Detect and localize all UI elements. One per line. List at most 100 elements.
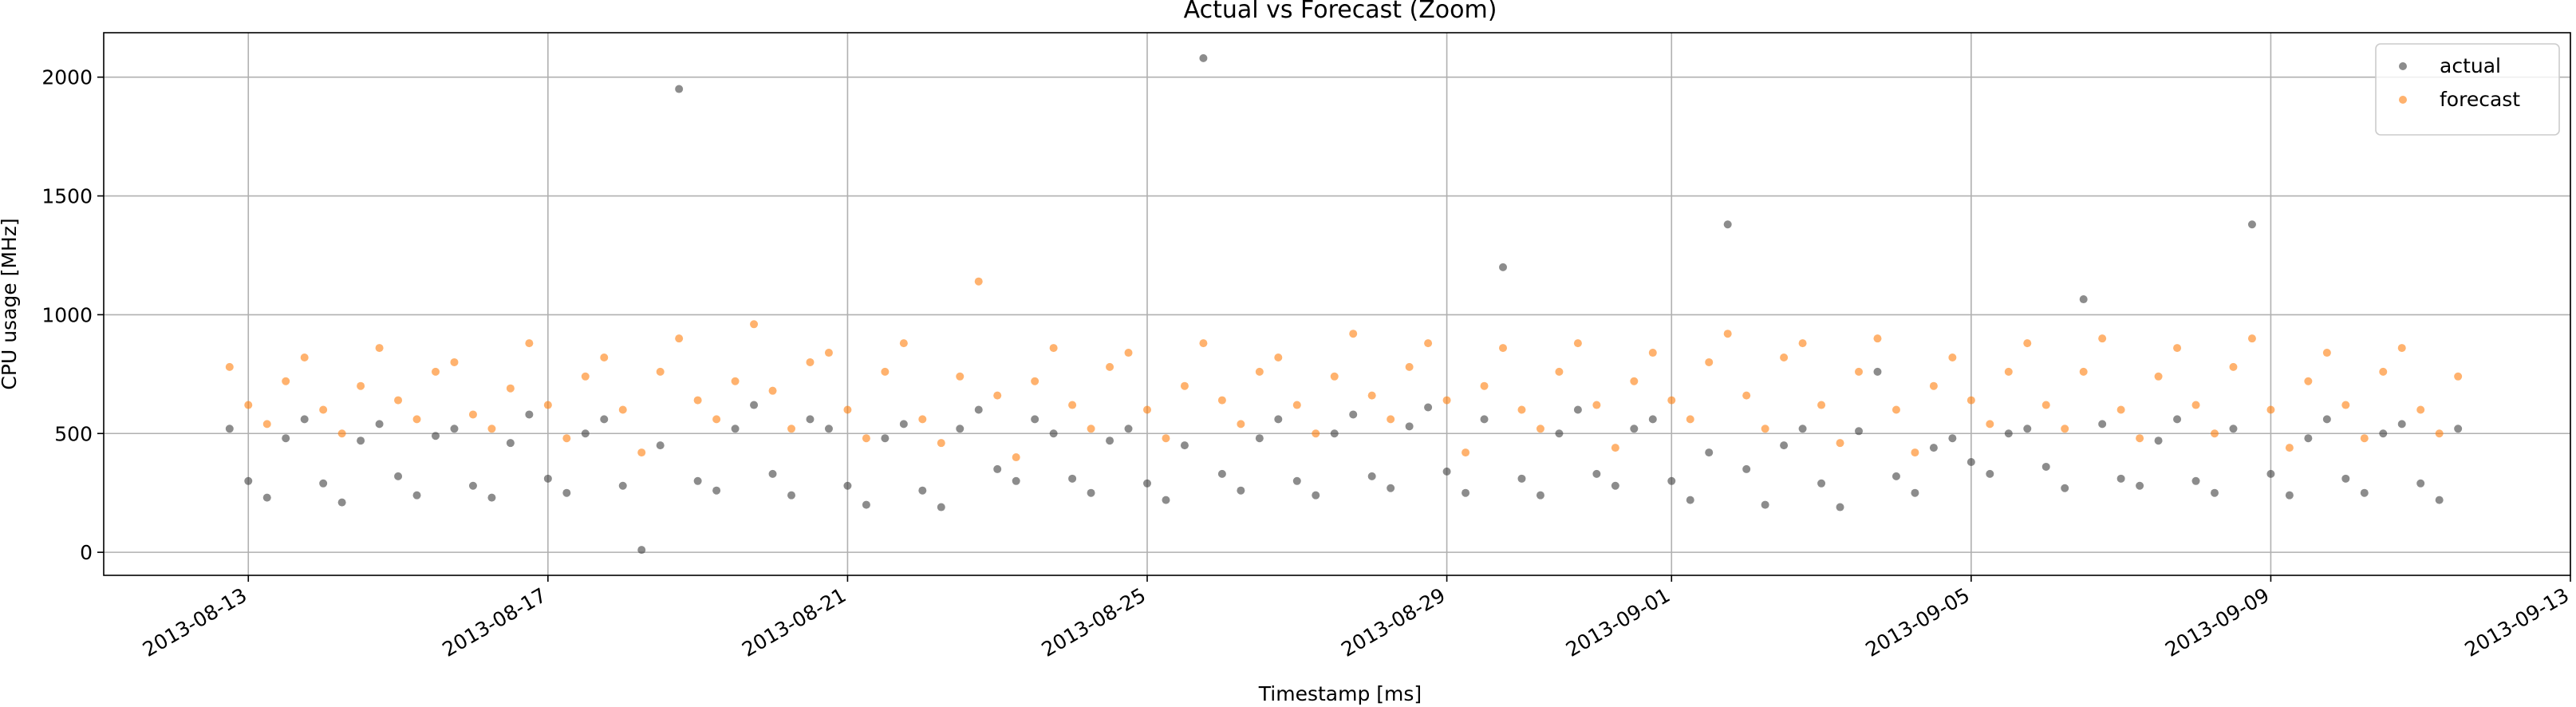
point [2116, 405, 2125, 414]
point [543, 401, 552, 409]
point [1424, 403, 1433, 412]
point [1742, 464, 1751, 473]
point [1462, 448, 1470, 457]
point [1274, 353, 1283, 361]
point [2416, 479, 2425, 488]
point [300, 415, 309, 424]
point [506, 384, 515, 393]
point [319, 479, 328, 488]
point [2416, 405, 2425, 414]
point [450, 357, 459, 366]
series-1 [225, 277, 2463, 462]
point [2173, 344, 2182, 353]
point [1087, 425, 1095, 433]
point [1162, 496, 1170, 504]
point [1836, 439, 1844, 448]
point [2435, 496, 2444, 504]
axes-frame [103, 32, 2571, 576]
point [1761, 500, 1769, 509]
point [1630, 425, 1639, 433]
point [1667, 396, 1676, 405]
point [432, 432, 440, 440]
point [562, 434, 571, 443]
point [2136, 434, 2144, 443]
point [1517, 474, 1526, 483]
legend-label: forecast [2440, 88, 2520, 111]
point [2211, 488, 2219, 497]
point [600, 353, 609, 361]
point [2023, 425, 2032, 433]
point [2004, 367, 2013, 376]
point [1068, 401, 1077, 409]
legend-box [2375, 43, 2560, 136]
point [2266, 469, 2275, 478]
point [225, 362, 234, 371]
point [2379, 367, 2388, 376]
point [2098, 334, 2107, 343]
point [2154, 436, 2163, 445]
point [1648, 349, 1657, 357]
series-0 [225, 53, 2463, 555]
point [1536, 491, 1544, 500]
point [806, 415, 815, 424]
point [300, 353, 309, 361]
point [1143, 405, 1152, 414]
point [1592, 469, 1601, 478]
y-axis-label: CPU usage [MHz] [0, 218, 21, 389]
point [1499, 263, 1508, 271]
point [1686, 415, 1694, 424]
point [675, 334, 684, 343]
point [394, 396, 403, 405]
point [1180, 381, 1189, 390]
point [1967, 396, 1975, 405]
point [824, 349, 833, 357]
point [2023, 339, 2032, 348]
point [693, 476, 702, 485]
point [2322, 415, 2331, 424]
point [2247, 220, 2256, 229]
point [2360, 488, 2369, 497]
point [1948, 434, 1957, 443]
point [1031, 377, 1039, 385]
point [1255, 367, 1264, 376]
point [1780, 441, 1789, 450]
point [2435, 429, 2444, 438]
point [824, 425, 833, 433]
point [956, 372, 965, 381]
point [2079, 367, 2088, 376]
point [2041, 462, 2050, 471]
chart-title: Actual vs Forecast (Zoom) [1184, 0, 1497, 24]
point [2304, 434, 2313, 443]
point [1049, 344, 1058, 353]
point [468, 481, 477, 490]
point [1667, 476, 1676, 485]
point [1106, 362, 1114, 371]
point [2266, 405, 2275, 414]
y-tick-label: 1500 [41, 185, 93, 208]
point [375, 420, 384, 429]
point [1462, 488, 1470, 497]
point [2061, 425, 2069, 433]
point [2341, 401, 2350, 409]
point [862, 434, 870, 443]
point [2136, 481, 2144, 490]
point [2454, 425, 2463, 433]
point [1031, 415, 1039, 424]
point [1573, 339, 1582, 348]
point [581, 429, 590, 438]
point [2379, 429, 2388, 438]
point [1442, 467, 1451, 476]
point [1367, 472, 1376, 480]
point [675, 85, 684, 93]
point [337, 498, 346, 507]
point [1424, 339, 1433, 348]
point [562, 488, 571, 497]
point [1573, 405, 1582, 414]
point [806, 357, 815, 366]
point [262, 493, 271, 502]
point [1592, 401, 1601, 409]
point [1387, 484, 1395, 492]
point [412, 415, 421, 424]
point [1124, 349, 1133, 357]
point [899, 420, 908, 429]
